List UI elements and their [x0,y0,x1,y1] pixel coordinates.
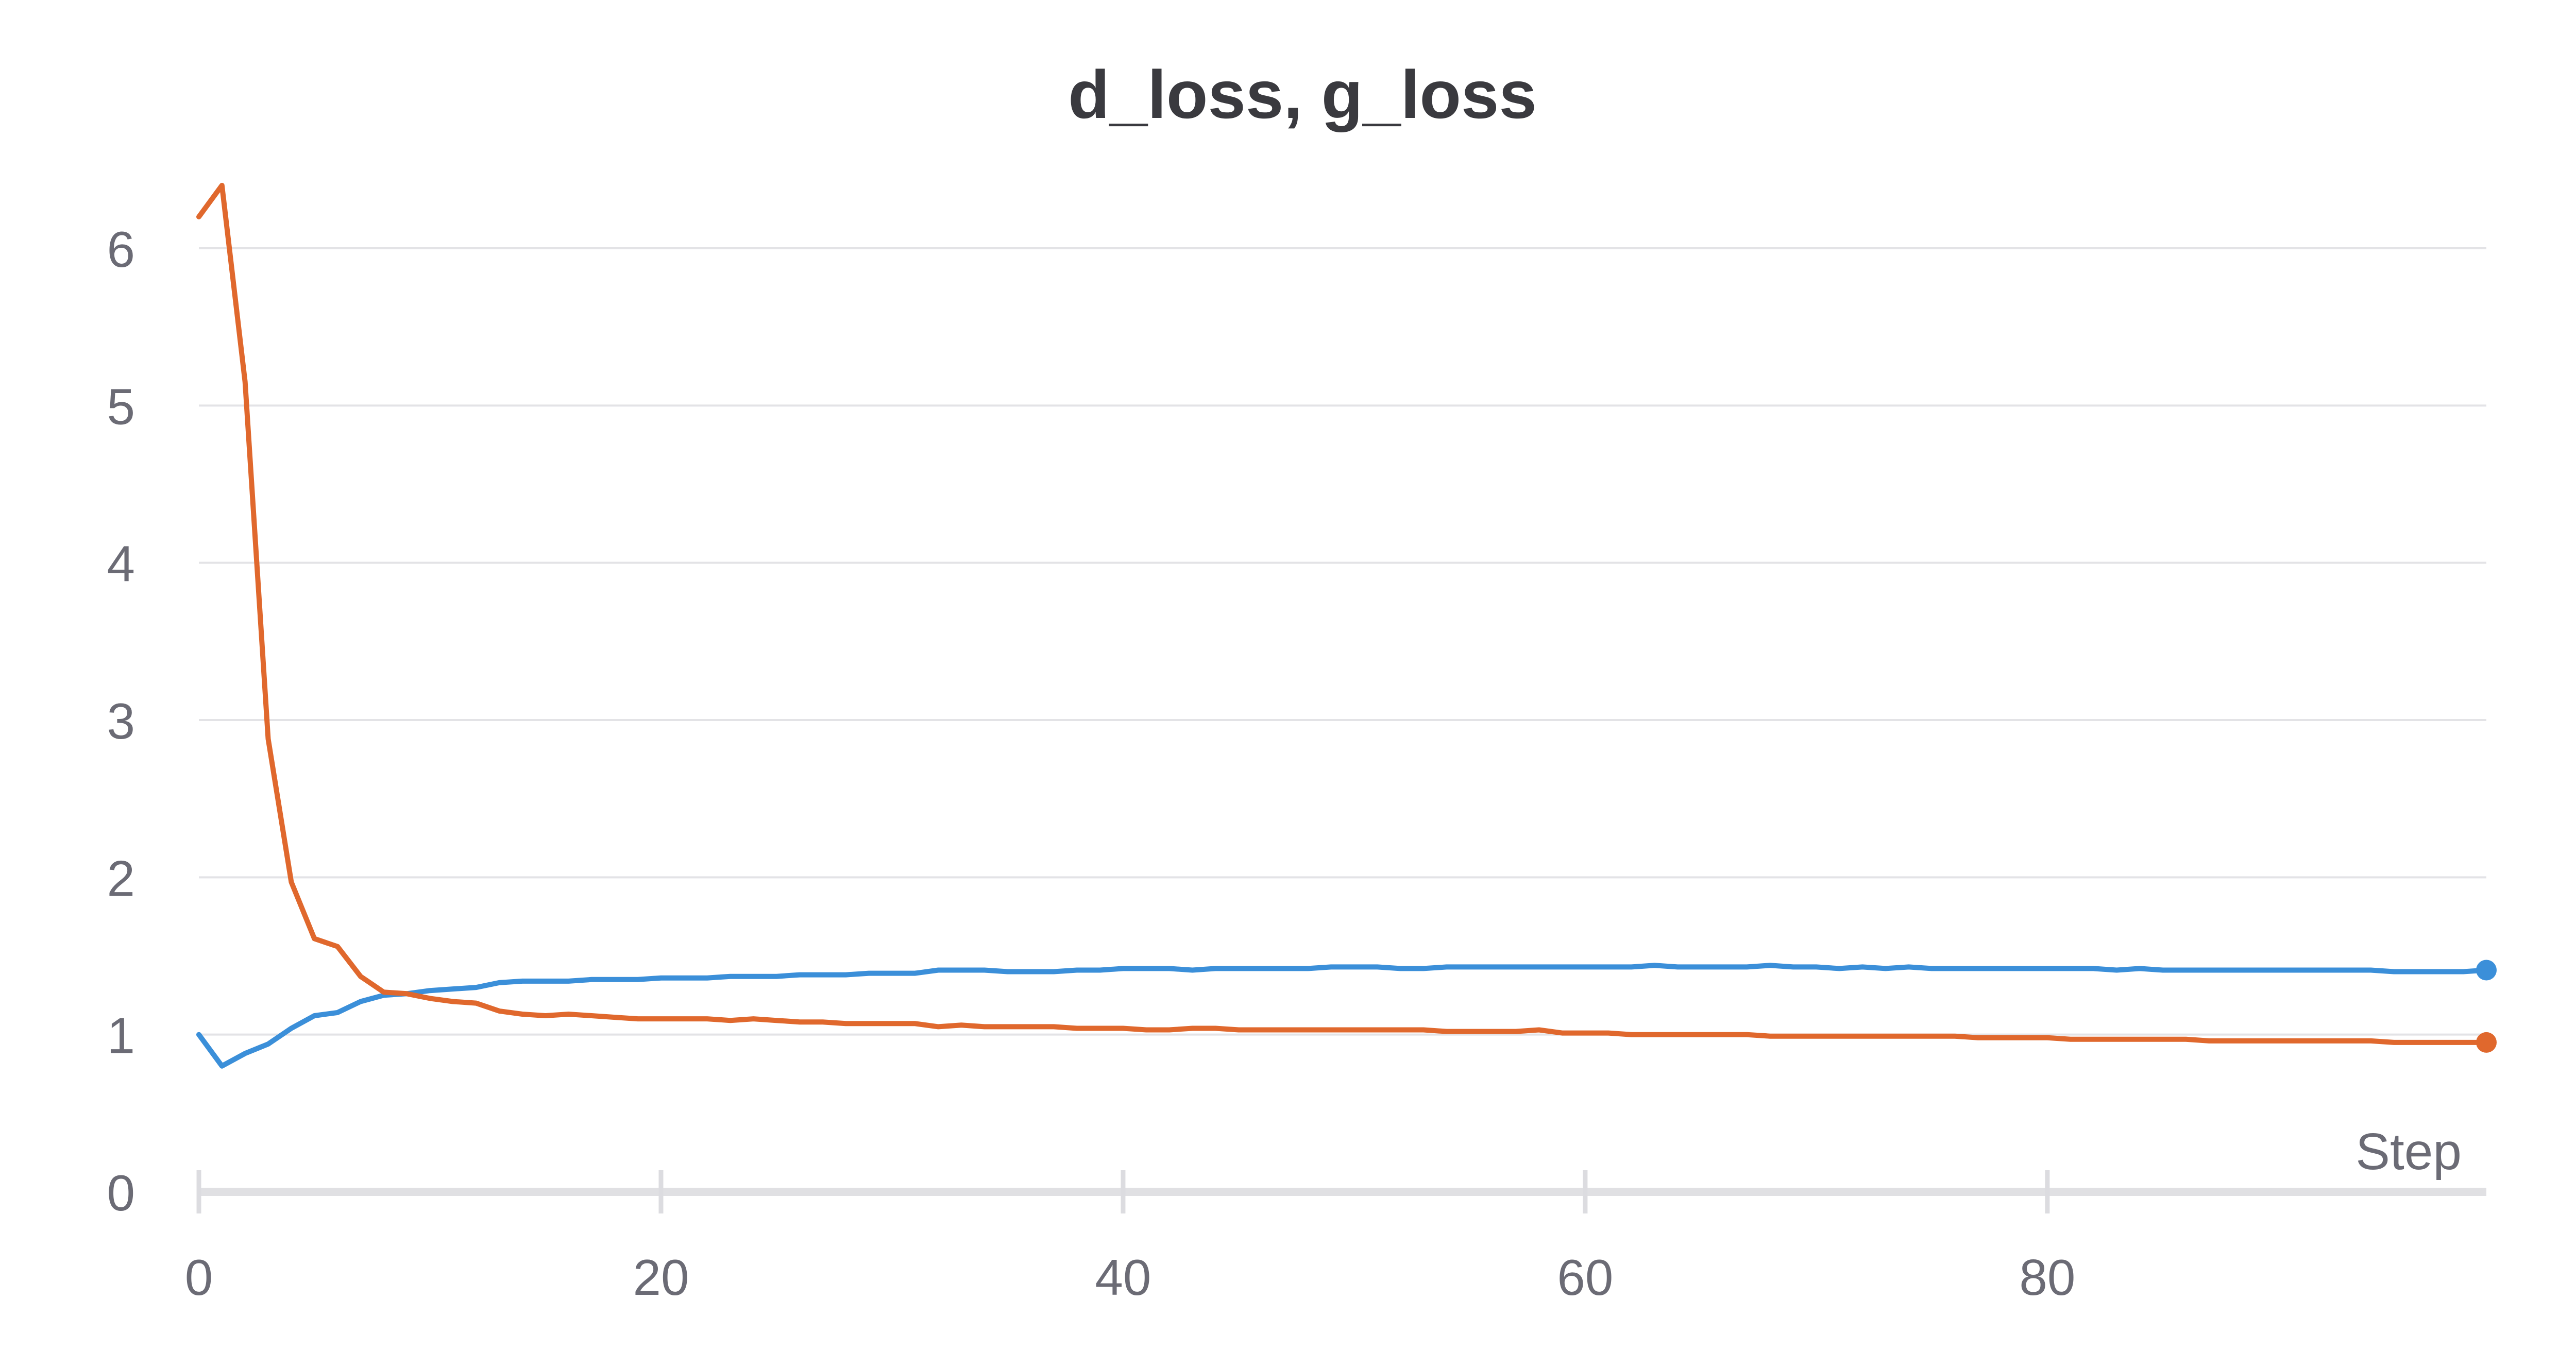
series-line-1 [196,963,2489,1069]
chart-title: d_loss, g_loss [1068,57,1537,132]
x-axis [196,1170,2486,1213]
gridlines [199,247,2486,1036]
y-tick-label-6: 6 [107,221,135,278]
x-tick-label-0: 0 [185,1249,213,1306]
x-tick-label-20: 20 [633,1249,689,1306]
x-tick-label-60: 60 [1557,1249,1613,1306]
x-tick-label-80: 80 [2019,1249,2075,1306]
y-tick-label-3: 3 [107,693,135,749]
y-tick-label-5: 5 [107,378,135,435]
y-axis-tick-labels: 0 1 2 3 4 5 6 [107,221,135,1221]
y-tick-label-2: 2 [107,850,135,907]
x-axis-title: Step [2355,1123,2462,1181]
y-tick-label-1: 1 [107,1007,135,1064]
y-tick-label-4: 4 [107,536,135,592]
series-line-2 [196,182,2489,1045]
x-tick-label-40: 40 [1095,1249,1151,1306]
y-tick-label-0: 0 [107,1165,135,1221]
x-axis-tick-labels: 0 20 40 60 80 [185,1249,2076,1306]
series-lines [196,182,2497,1069]
series-end-marker-1 [2476,960,2497,981]
series-end-marker-2 [2476,1032,2497,1053]
